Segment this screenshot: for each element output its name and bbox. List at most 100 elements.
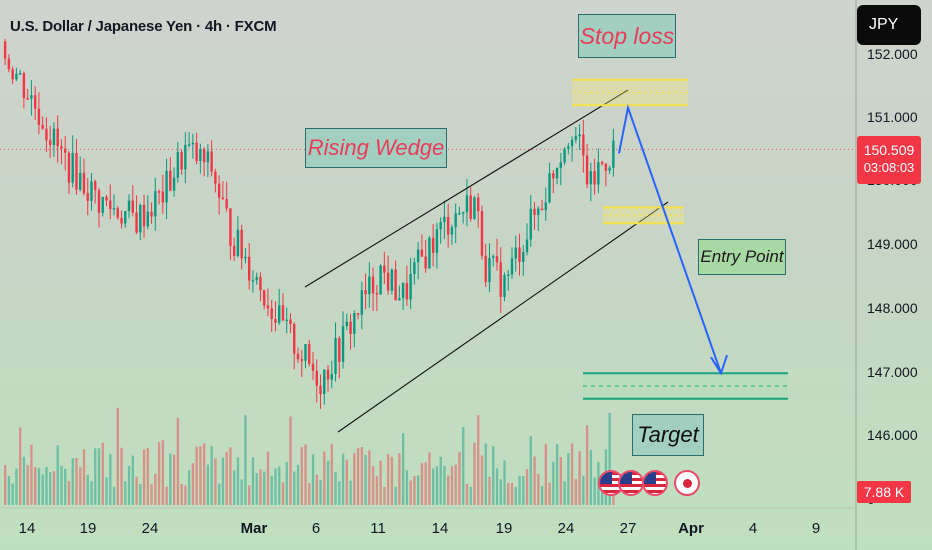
volume-bar xyxy=(109,453,112,505)
candle-body xyxy=(22,73,26,98)
candle-body xyxy=(552,173,555,179)
candle-body xyxy=(127,200,131,212)
candle-body xyxy=(507,274,510,277)
candle-body xyxy=(142,204,146,227)
candle-body xyxy=(56,128,59,147)
candle-body xyxy=(522,251,525,262)
volume-bar xyxy=(240,479,243,505)
wedge-lower-line xyxy=(337,201,669,433)
price-tick-152: 152.000 xyxy=(867,46,918,62)
candle-body xyxy=(278,305,281,323)
candle-body xyxy=(187,144,191,146)
symbol-title: U.S. Dollar / Japanese Yen · 4h · FXCM xyxy=(10,18,277,35)
candle-body xyxy=(94,181,97,191)
volume-bar xyxy=(409,480,412,505)
japan-flag-icon[interactable] xyxy=(674,470,700,496)
candle-body xyxy=(360,290,364,315)
volume-bar xyxy=(319,479,322,505)
candle-body xyxy=(296,353,300,360)
volume-bar xyxy=(537,473,540,505)
volume-bar xyxy=(82,449,86,505)
volume-bar xyxy=(75,457,78,505)
volume-bar xyxy=(371,466,375,505)
time-tick: 19 xyxy=(495,520,513,537)
candle-body xyxy=(465,195,469,213)
volume-bar xyxy=(330,443,333,505)
candle-body xyxy=(75,152,78,190)
time-tick: 24 xyxy=(557,520,575,537)
candle-body xyxy=(593,171,596,185)
candle-body xyxy=(420,249,424,257)
candle-body xyxy=(600,162,604,164)
volume-bar xyxy=(210,445,213,505)
candle-body xyxy=(79,172,82,190)
candle-body xyxy=(236,229,240,256)
candle-body xyxy=(139,204,142,233)
candle-body xyxy=(259,276,262,291)
candle-body xyxy=(330,373,333,380)
candle-body xyxy=(116,208,119,218)
candle-body xyxy=(574,136,578,140)
candle-body xyxy=(409,273,412,300)
volume-bar xyxy=(161,440,165,505)
candle-body xyxy=(240,229,243,259)
candle-body xyxy=(112,208,116,210)
price-tick-148: 148.000 xyxy=(867,300,918,316)
volume-bar xyxy=(454,464,457,505)
candle-body xyxy=(458,213,461,215)
candle-body xyxy=(555,167,559,179)
candle-body xyxy=(495,256,499,263)
volume-bar xyxy=(492,446,495,505)
candle-body xyxy=(446,216,450,235)
volume-bar xyxy=(270,475,273,505)
volume-bar xyxy=(233,470,236,505)
volume-bar xyxy=(4,464,7,505)
volume-bar xyxy=(202,443,206,505)
currency-button[interactable]: JPY xyxy=(857,5,921,45)
candle-body xyxy=(585,155,589,185)
volume-bar xyxy=(127,465,131,505)
volume-bar xyxy=(323,451,326,505)
volume-bar xyxy=(146,447,150,505)
volume-bar xyxy=(37,468,41,505)
candle-body xyxy=(63,148,67,153)
candle-body xyxy=(18,73,22,75)
candle-body xyxy=(281,305,285,321)
candle-body xyxy=(315,370,318,386)
candle-body xyxy=(582,134,585,156)
us-flag-icon[interactable] xyxy=(618,470,644,496)
candle-body xyxy=(86,193,89,201)
volume-bar xyxy=(165,486,168,505)
candle-body xyxy=(169,170,172,191)
candle-body xyxy=(225,199,228,209)
candle-body xyxy=(484,255,487,283)
candle-body xyxy=(510,258,514,275)
candle-body xyxy=(270,308,273,319)
candle-body xyxy=(308,344,311,364)
candle-body xyxy=(563,148,566,163)
candle-body xyxy=(293,323,296,354)
volume-bar xyxy=(187,470,191,505)
candle-body xyxy=(11,69,14,80)
candle-body xyxy=(105,196,108,201)
candle-body xyxy=(184,144,187,170)
volume-bar xyxy=(26,465,29,505)
candle-body xyxy=(492,256,495,258)
volume-bar xyxy=(379,460,382,505)
volume-bar xyxy=(326,460,330,505)
volume-bar xyxy=(469,486,472,505)
price-tick-147: 147.000 xyxy=(867,364,918,380)
volume-bar xyxy=(510,482,514,505)
volume-bar xyxy=(214,458,217,505)
candle-body xyxy=(398,297,401,301)
candle-body xyxy=(439,222,442,230)
us-flag-icon[interactable] xyxy=(642,470,668,496)
candle-body xyxy=(473,197,476,219)
candle-body xyxy=(229,208,232,247)
volume-bar xyxy=(349,480,352,505)
volume-bar xyxy=(540,485,544,505)
candle-body xyxy=(45,128,48,141)
candle-body xyxy=(33,95,37,109)
candle-body xyxy=(71,152,74,183)
